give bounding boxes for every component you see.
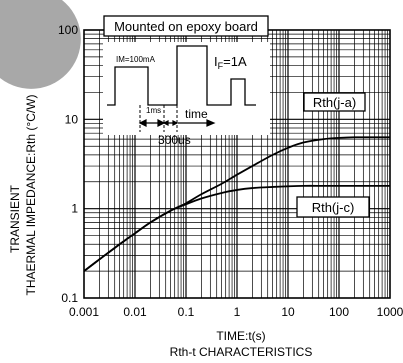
period-arrows [162,120,179,126]
y-tick-label: 10 [65,112,79,126]
annotation-box-text: Mounted on epoxy board [114,19,258,34]
if-label-main: I [214,54,218,69]
y-tick-label: 1 [71,202,78,216]
x-tick-label: 1000 [377,305,403,319]
series-label-rth-jc-box [296,196,370,218]
pulse-waveform [107,45,256,106]
series-label-rth-jc: Rth(j-c) [296,196,370,218]
curves [83,136,390,272]
pulse-width-label: 1ms [146,106,161,115]
y-tick-label: 100 [58,23,78,37]
x-tick-label: 0.01 [123,305,147,319]
y-axis-label-line1: TRANSIENT [8,184,22,253]
chart-caption: Rth-t CHARACTERISTICS [170,345,313,359]
pulse-width-arrows [138,119,166,127]
x-tick-label: 10 [281,305,295,319]
x-tick-label: 0.1 [178,305,195,319]
if-label-value: =1A [223,54,247,69]
series-label-rth-ja-box [303,92,366,112]
pulse-inset: IM=100mA IF=1A 1ms 300us time [103,42,270,147]
time-arrow [178,119,216,127]
corner-decoration [0,0,81,89]
y-tick-label: 0.1 [61,291,78,305]
x-tick-labels: 0.001 0.01 0.1 1 10 100 1000 [69,305,403,319]
series-label-rth-ja-text: Rth(j-a) [313,95,356,110]
period-label: 300us [158,133,191,147]
series-line-rth-jc [83,184,390,272]
series-label-rth-ja: Rth(j-a) [303,92,366,112]
inset-background [103,42,270,135]
x-tick-label: 100 [329,305,349,319]
x-axis-label: TIME:t(s) [216,329,265,343]
if-label: IF=1A [214,54,247,71]
series-label-rth-jc-text: Rth(j-c) [312,200,355,215]
x-tick-label: 1 [234,305,241,319]
time-label: time [185,107,208,121]
im-label: IM=100mA [116,55,156,64]
annotation-box [103,15,269,37]
y-axis-label-line2: THAERMAL IMPEDANCE:Rth (°C/W) [24,94,38,295]
if-label-sub: F [218,61,224,71]
x-tick-label: 0.001 [69,305,99,319]
y-tick-labels: 100 10 1 0.1 [58,23,78,305]
